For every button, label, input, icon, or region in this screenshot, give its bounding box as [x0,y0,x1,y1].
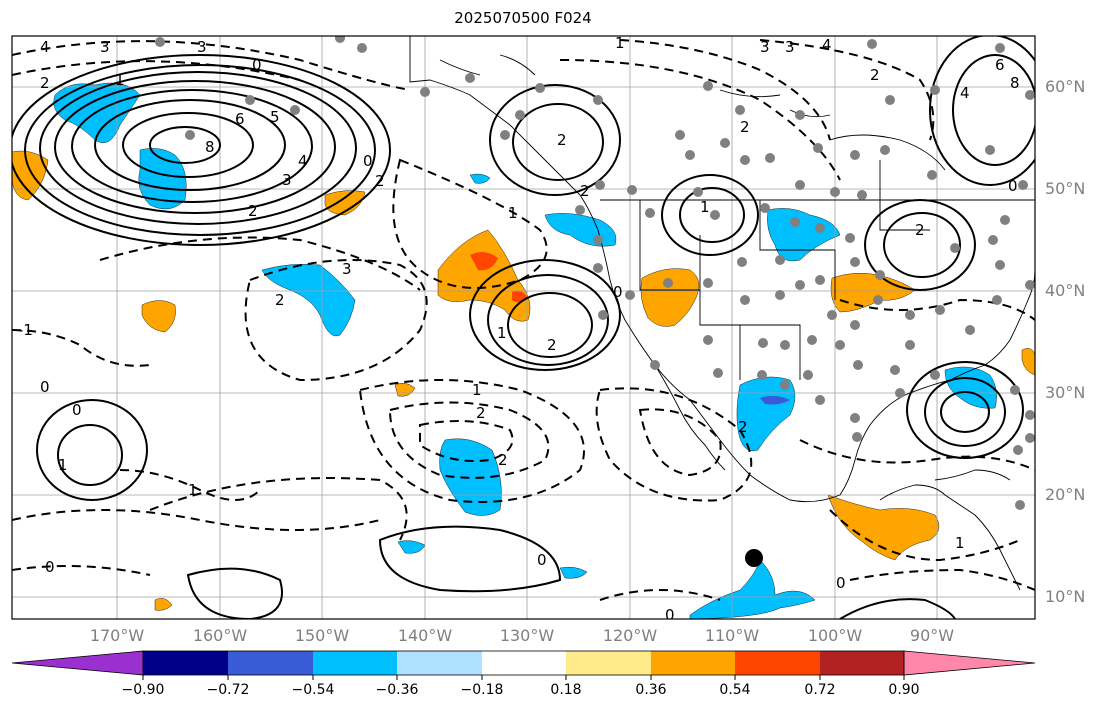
contour-label: 2 [915,221,925,239]
contour-label: 1 [58,456,68,474]
lat-label: 60°N [1045,77,1086,96]
lat-label: 10°N [1045,587,1086,606]
contour-label: 0 [40,378,50,396]
coastlines [409,36,1035,591]
lat-label: 40°N [1045,281,1086,300]
colorbar-bin [397,651,482,675]
colorbar [11,650,1036,680]
contour-label: 2 [740,118,750,136]
contour-label: 4 [40,38,50,56]
lat-label: 50°N [1045,179,1086,198]
contour-label: 2 [870,66,880,84]
contour-label: 2 [498,451,508,469]
lon-label: 130°W [499,626,555,645]
lon-label: 110°W [704,626,760,645]
lon-label: 120°W [602,626,658,645]
contour-label: 2 [40,74,50,92]
contour-label: 1 [115,71,125,89]
contour-label: 2 [275,291,285,309]
colorbar-tick-label: −0.72 [206,682,250,698]
contour-label: 4 [298,152,308,170]
dashed-contours [12,39,1035,601]
colorbar-bin [143,651,228,675]
lon-label: 160°W [192,626,248,645]
contour-label: 3 [785,38,795,56]
contour-label: -1 [18,321,33,339]
contour-label: 0 [252,56,262,74]
colorbar-tick-label: 0.90 [888,682,920,698]
contour-label: 0 [537,551,547,569]
lon-label: 170°W [89,626,145,645]
lon-label: 90°W [909,626,955,645]
contour-label: 3 [760,38,770,56]
lon-label: 140°W [397,626,453,645]
contour-labels: 4 3 3 0 2 1 6 8 3 4 5 0 2 2 0 3 2 -1 0 0… [18,34,1020,624]
lat-label: 30°N [1045,383,1086,402]
colorbar-bin [651,651,735,675]
contour-label: 3 [197,38,207,56]
contour-label: 2 [248,202,258,220]
contour-label: 0 [1008,177,1018,195]
colorbar-min-extend [11,650,144,676]
contour-label: 3 [342,260,352,278]
colorbar-tick-label: 0.36 [635,682,667,698]
contour-label: 0 [363,152,373,170]
contour-label: 4 [822,36,832,54]
contour-label: 2 [580,182,590,200]
contour-label: 1 [472,381,482,399]
colorbar-tick-label: −0.54 [291,682,335,698]
colorbar-bin [228,651,313,675]
colorbar-bin [820,651,904,675]
contour-label: 2 [547,336,557,354]
contour-label: 3 [100,38,110,56]
colorbar-bin [566,651,651,675]
contour-label: 1 [497,324,507,342]
colorbar-max-extend [903,650,1036,676]
contour-label: 0 [45,558,55,576]
strong-negative-shading [760,395,790,405]
contour-label: 2 [557,131,567,149]
contour-label: 0 [836,574,846,592]
colorbar-tick-label: 0.72 [804,682,836,698]
lon-label: 100°W [807,626,863,645]
contour-label: 1 [508,204,518,222]
colorbar-bin [482,651,566,675]
colorbar-tick-label: −0.18 [460,682,504,698]
contour-label: 3 [282,171,292,189]
colorbar-bin [313,651,397,675]
contour-label: 6 [995,56,1005,74]
colorbar-tick-label: 0.54 [719,682,751,698]
contour-label: 2 [476,404,486,422]
contour-label: 0 [665,606,675,624]
negative-anomaly-shading [53,82,997,619]
location-marker [745,549,763,567]
contour-label: 1 [188,481,198,499]
contour-label: 1 [955,534,965,552]
lat-label: 20°N [1045,485,1086,504]
colorbar-bin [735,651,820,675]
contour-label: 5 [270,108,280,126]
solid-contours [12,36,1035,619]
colorbar-tick-label: −0.90 [121,682,165,698]
contour-label: 0 [613,283,623,301]
contour-label: 8 [205,138,215,156]
contour-label: 6 [235,110,245,128]
colorbar-tick-label: −0.36 [375,682,419,698]
lon-label: 150°W [294,626,350,645]
colorbar-tick-label: 0.18 [550,682,582,698]
contour-label: 1 [615,34,625,52]
contour-label: 4 [960,84,970,102]
station-dots [155,36,1035,510]
contour-label: 2 [375,172,385,190]
contour-label: 8 [1010,74,1020,92]
positive-anomaly-shading [12,150,1035,611]
chart-title: 2025070500 F024 [454,9,592,27]
contour-label: 2 [738,418,748,436]
contour-label: 1 [700,198,710,216]
contour-label: 0 [72,401,82,419]
